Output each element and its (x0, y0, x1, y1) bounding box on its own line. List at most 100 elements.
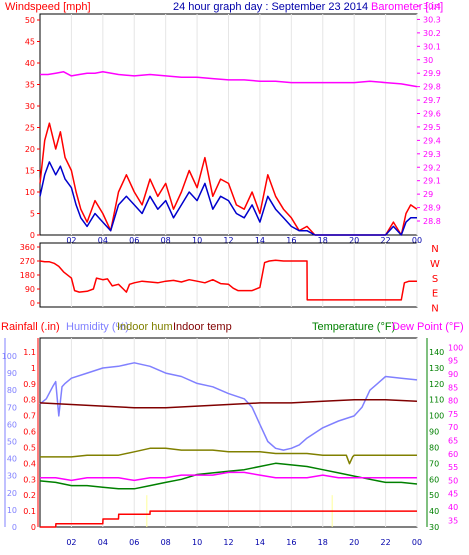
windspeed-tick-label: 15 (25, 167, 35, 176)
barometer-tick-label: 29.6 (423, 110, 441, 119)
dew-point-tick-label: 90 (448, 370, 458, 379)
x-axis-ticks: 02 04 06 08 10 12 14 16 18 20 22 00 (66, 538, 422, 547)
barometer-axis-label: Barometer [.in] (371, 1, 443, 13)
x-tick-label: 18 (318, 236, 328, 245)
compass-label: W (430, 259, 440, 270)
dew-point-tick-label: 50 (448, 476, 458, 485)
rainfall-tick-label: 0.3 (23, 475, 36, 484)
temperature-line (39, 462, 418, 490)
temperature-tick-label: 30 (429, 523, 439, 532)
humidity-line (39, 362, 418, 451)
dew-point-tick-label: 85 (448, 383, 458, 392)
series-lines (39, 71, 418, 236)
wind-speed-line (39, 161, 417, 236)
compass-label: S (432, 274, 438, 285)
x-tick-label: 02 (66, 236, 76, 245)
dew-point-tick-label: 80 (448, 397, 458, 406)
humidity-tick-label: 100 (2, 352, 17, 361)
rainfall-ticks: 0 0.1 0.2 0.3 0.4 0.5 0.6 0.7 0.8 0.9 1 1.1 (23, 338, 39, 532)
rainfall-tick-label: 1 (31, 364, 36, 373)
humidity-tick-label: 50 (7, 438, 17, 447)
grid (70, 338, 418, 527)
compass-label: N (431, 304, 438, 315)
indoor-hum-label: Indoor hum (117, 321, 173, 333)
wind-barometer-panel: Windspeed [mph] 24 hour graph day : Sept… (5, 1, 443, 245)
humidity-tick-label: 20 (7, 489, 17, 498)
rainfall-tick-label: 0.6 (23, 428, 36, 437)
dew-point-ticks: 35 40 45 50 55 60 65 70 75 80 85 90 95 100 (448, 343, 463, 525)
x-tick-label: 08 (161, 236, 171, 245)
windspeed-axis-label: Windspeed [mph] (5, 1, 91, 13)
barometer-tick-label: 30.3 (423, 15, 441, 24)
temperature-tick-label: 90 (429, 428, 439, 437)
barometer-tick-label: 29.9 (423, 69, 441, 78)
temperature-tick-label: 130 (429, 364, 444, 373)
dew-point-tick-label: 40 (448, 503, 458, 512)
humidity-tick-label: 60 (7, 420, 17, 429)
windspeed-tick-label: 20 (25, 145, 35, 154)
barometer-tick-label: 30.4 (423, 2, 441, 11)
rainfall-tick-label: 0.2 (23, 491, 36, 500)
humidity-ticks: 0 10 20 30 40 50 60 70 80 90 100 (2, 338, 17, 532)
x-tick-label: 14 (255, 538, 265, 547)
rainfall-tick-label: 0.7 (23, 412, 36, 421)
humidity-tick-label: 40 (7, 455, 17, 464)
wind-direction-line (39, 259, 417, 301)
x-tick-label: 16 (286, 236, 296, 245)
dew-point-tick-label: 65 (448, 436, 458, 445)
grid (70, 243, 418, 307)
dew-point-tick-label: 55 (448, 463, 458, 472)
barometer-tick-label: 30.2 (423, 29, 441, 38)
indoor-temp-label: Indoor temp (173, 321, 232, 333)
windspeed-ticks: 0 5 10 15 20 25 30 35 40 45 50 (25, 16, 40, 240)
x-tick-label: 00 (412, 538, 422, 547)
dew-point-tick-label: 95 (448, 357, 458, 366)
barometer-tick-label: 28.9 (423, 204, 441, 213)
x-tick-label: 14 (255, 236, 265, 245)
dew-point-tick-label: 35 (448, 516, 458, 525)
rainfall-tick-label: 1.1 (23, 348, 36, 357)
barometer-tick-label: 29.4 (423, 136, 441, 145)
humidity-tick-label: 10 (7, 506, 17, 515)
rainfall-tick-label: 0.8 (23, 396, 36, 405)
x-tick-label: 08 (161, 538, 171, 547)
x-tick-label: 20 (349, 538, 359, 547)
chart-title: 24 hour graph day : September 23 2014 (173, 1, 368, 13)
x-tick-label: 10 (192, 538, 202, 547)
rainfall-tick-label: 0.9 (23, 380, 36, 389)
dew-point-tick-label: 100 (448, 343, 463, 352)
dew-point-tick-label: 60 (448, 450, 458, 459)
windspeed-tick-label: 0 (30, 231, 35, 240)
barometer-tick-label: 29.5 (423, 123, 441, 132)
windspeed-tick-label: 25 (25, 124, 35, 133)
rainfall-tick-label: 0 (31, 523, 36, 532)
temperature-tick-label: 50 (429, 491, 439, 500)
indoor-temp-line (39, 398, 418, 409)
humidity-tick-label: 90 (7, 369, 17, 378)
compass-label: E (432, 289, 438, 300)
temperature-tick-label: 110 (429, 396, 444, 405)
rainfall-line (40, 510, 417, 528)
x-tick-label: 22 (380, 236, 390, 245)
grid (70, 14, 418, 235)
x-tick-label: 04 (98, 538, 108, 547)
x-tick-label: 12 (223, 236, 233, 245)
humidity-tick-label: 30 (7, 472, 17, 481)
indoor-hum-line (40, 447, 417, 465)
rainfall-axis-label: Rainfall (.in) (1, 321, 60, 333)
x-tick-label: 10 (192, 236, 202, 245)
dew-point-line (40, 471, 417, 482)
direction-degree-label: 270 (20, 257, 35, 266)
barometer-tick-label: 29 (423, 190, 433, 199)
rainfall-tick-label: 0.5 (23, 443, 36, 452)
windspeed-tick-label: 45 (25, 38, 35, 47)
x-tick-label: 06 (129, 538, 139, 547)
barometer-ticks: 28.8 28.9 29 29.1 29.2 29.3 29.4 29.5 29.6 29.7 29… (417, 2, 441, 226)
x-tick-label: 22 (380, 538, 390, 547)
windspeed-tick-label: 30 (25, 102, 35, 111)
windspeed-tick-label: 40 (25, 59, 35, 68)
windspeed-tick-label: 10 (25, 188, 35, 197)
